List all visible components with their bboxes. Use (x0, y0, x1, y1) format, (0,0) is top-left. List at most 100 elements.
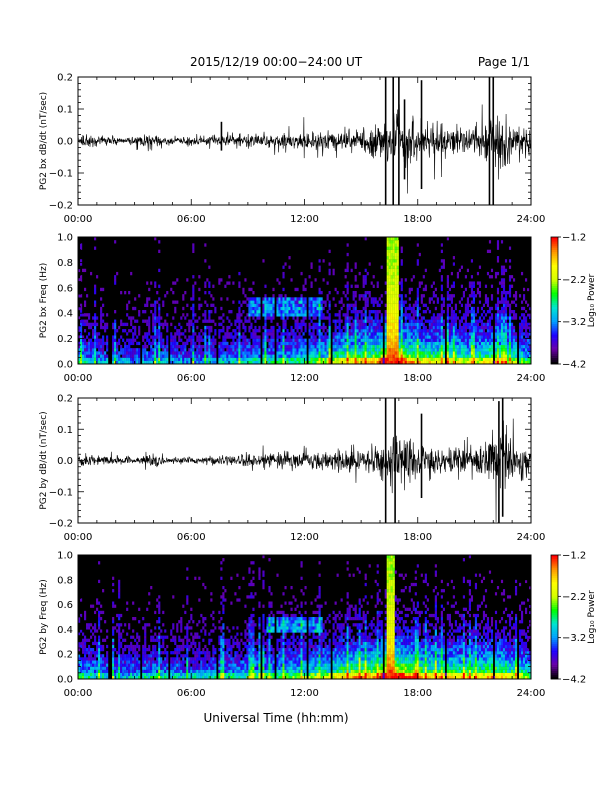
spectrogram-cell (396, 360, 399, 365)
spectrogram-cell (324, 351, 327, 355)
spectrogram-cell (374, 310, 377, 314)
spectrogram-cell (94, 329, 97, 333)
spectrogram-cell (498, 310, 502, 314)
spectrogram-cell (406, 357, 409, 361)
spectrogram-cell (192, 641, 195, 646)
spectrogram-cell (298, 348, 301, 352)
spectrogram-cell (84, 648, 87, 652)
spectrogram-cell (156, 620, 159, 624)
colorbar-swatch (551, 355, 558, 358)
spectrogram-cell (372, 319, 375, 323)
spectrogram-cell (206, 357, 209, 361)
spectrogram-cell (278, 341, 281, 346)
spectrogram-cell (112, 666, 115, 670)
spectrogram-cell (416, 262, 419, 266)
spectrogram-cell (254, 313, 257, 317)
spectrogram-cell (190, 297, 193, 301)
spectrogram-cell (394, 319, 397, 323)
spectrogram-cell (372, 303, 375, 307)
spectrogram-cell (340, 297, 343, 301)
spectrogram-cell (166, 348, 169, 352)
spectrogram-cell (242, 290, 245, 295)
spectrogram-cell (250, 335, 253, 339)
spectrogram-cell (354, 306, 357, 311)
spectrogram-cell (148, 623, 151, 627)
spectrogram-cell (98, 635, 101, 639)
spectrogram-cell (490, 332, 494, 336)
spectrogram-cell (98, 351, 101, 355)
spectrogram-cell (268, 332, 271, 336)
spectrogram-cell (98, 344, 101, 349)
spectrogram-cell (286, 300, 289, 304)
spectrogram-cell (322, 341, 325, 346)
spectrogram-cell (270, 313, 273, 317)
spectrogram-cell (84, 351, 87, 355)
spectrogram-cell (440, 344, 443, 349)
spectrogram-cell (412, 335, 415, 339)
spectrogram-cell (302, 351, 305, 355)
spectrogram-cell (258, 357, 261, 361)
spectrogram-cell (116, 672, 119, 677)
spectrogram-cell (522, 341, 526, 346)
spectrogram-cell (508, 341, 512, 346)
spectrogram-cell (118, 669, 121, 673)
spectrogram-cell (498, 357, 502, 361)
spectrogram-cell (416, 306, 419, 311)
spectrogram-cell (272, 310, 275, 314)
spectrogram-cell (464, 306, 467, 311)
spectrogram-cell (364, 332, 367, 336)
spectrogram-cell (350, 329, 353, 333)
spectrogram-cell (146, 338, 149, 342)
spectrogram-cell (416, 351, 419, 355)
spectrogram-cell (164, 348, 167, 352)
spectrogram-cell (376, 354, 379, 358)
spectrogram-cell (286, 341, 289, 346)
spectrogram-cell (386, 335, 389, 339)
spectrogram-cell (218, 348, 221, 352)
spectrogram-cell (396, 281, 399, 285)
spectrogram-cell (416, 338, 419, 342)
spectrogram-cell (524, 335, 528, 339)
spectrogram-cell (386, 287, 389, 292)
spectrogram-cell (512, 338, 516, 342)
spectrogram-cell (394, 249, 397, 254)
spectrogram-cell (520, 341, 524, 346)
spectrogram-cell (132, 306, 135, 311)
spectrogram-cell (82, 660, 85, 664)
spectrogram-cell (270, 357, 273, 361)
spectrogram-cell (96, 660, 99, 664)
spectrogram-cell (138, 329, 141, 333)
spectrogram-cell (96, 641, 99, 646)
colorbar-label: Log₁₀ Power (587, 274, 597, 328)
spectrogram-cell (138, 354, 141, 358)
spectrogram-cell (188, 626, 191, 630)
spectrogram-cell (440, 278, 443, 282)
spectrogram-cell (332, 271, 335, 276)
spectrogram-cell (404, 338, 407, 342)
spectrogram-cell (350, 357, 353, 361)
spectrogram-cell (176, 278, 179, 282)
spectrogram-cell (132, 672, 135, 677)
spectrogram-cell (190, 666, 193, 670)
spectrogram-cell (364, 316, 367, 320)
spectrogram-cell (176, 669, 179, 673)
spectrogram-cell (120, 632, 123, 636)
spectrogram-cell (494, 360, 498, 365)
spectrogram-cell (342, 354, 345, 358)
spectrogram-cell (436, 354, 439, 358)
spectrogram-cell (160, 335, 163, 339)
spectrogram-cell (114, 319, 117, 323)
spectrogram-cell (302, 306, 305, 311)
spectrogram-cell (286, 348, 289, 352)
spectrogram-cell (420, 338, 423, 342)
spectrogram-cell (136, 641, 139, 646)
spectrogram-cell (160, 341, 163, 346)
spectrogram-cell (446, 294, 449, 298)
spectrogram-cell (378, 357, 381, 361)
spectrogram-cell (324, 341, 327, 346)
spectrogram-cell (488, 338, 492, 342)
spectrogram-cell (524, 332, 528, 336)
spectrogram-cell (362, 354, 365, 358)
spectrogram-cell (180, 623, 183, 627)
spectrogram-cell (154, 329, 157, 333)
